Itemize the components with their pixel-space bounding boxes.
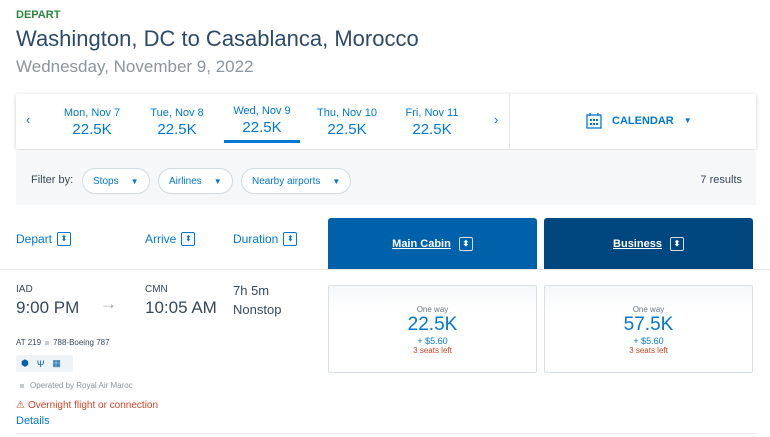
date-option-selected[interactable]: Wed, Nov 9 22.5K <box>222 105 302 143</box>
next-dates-button[interactable]: › <box>494 112 499 127</box>
column-label: Depart <box>16 232 53 246</box>
calendar-button[interactable]: CALENDAR ▼ <box>586 112 692 129</box>
flight-info: AT 219 788-Boeing 787 <box>16 338 110 347</box>
column-label: Main Cabin <box>392 237 451 250</box>
divider <box>16 433 756 434</box>
pill-label: Airlines <box>169 175 202 187</box>
fare-points: 22.5K <box>407 314 458 335</box>
divider <box>509 94 510 149</box>
chevron-down-icon: ▼ <box>130 176 139 186</box>
filter-label: Filter by: <box>31 174 74 186</box>
previous-dates-button[interactable]: ‹ <box>26 112 31 127</box>
sort-icon: ⬍ <box>57 232 72 246</box>
column-label: Business <box>613 237 662 250</box>
main-cabin-header[interactable]: Main Cabin ⬍ <box>328 218 537 269</box>
pill-label: Stops <box>93 175 119 187</box>
operator-info: Operated by Royal Air Maroc <box>20 381 133 390</box>
amenities: ⬢ Ψ ▦ <box>16 355 73 372</box>
usb-icon: Ψ <box>36 358 45 369</box>
sort-icon: ⬍ <box>458 236 473 251</box>
main-cabin-fare[interactable]: One way 22.5K + $5.60 3 seats left <box>328 285 537 373</box>
fare-points: 57.5K <box>623 314 674 335</box>
chevron-down-icon: ▼ <box>683 116 692 125</box>
date-price: 22.5K <box>327 121 367 138</box>
power-icon: ⬢ <box>21 358 29 368</box>
business-header[interactable]: Business ⬍ <box>544 218 753 269</box>
results-count: 7 results <box>700 174 742 186</box>
stops-filter[interactable]: Stops ▼ <box>82 168 150 194</box>
details-link[interactable]: Details <box>16 415 50 427</box>
warning-text: Overnight flight or connection <box>27 400 159 411</box>
seats-left: 3 seats left <box>629 346 668 355</box>
travel-date: Wednesday, November 9, 2022 <box>16 57 254 76</box>
arrive-time: 10:05 AM <box>145 298 217 317</box>
column-label: Duration <box>233 232 279 246</box>
sort-arrive[interactable]: Arrive ⬍ <box>145 232 196 246</box>
date-price: 22.5K <box>72 121 112 138</box>
separator-icon <box>20 383 24 388</box>
page-title: Washington, DC to Casablanca, Morocco <box>16 26 419 51</box>
flight-number: AT 219 <box>16 338 42 347</box>
date-option[interactable]: Mon, Nov 7 22.5K <box>52 107 132 138</box>
origin-code: IAD <box>16 284 33 295</box>
airlines-filter[interactable]: Airlines ▼ <box>158 168 233 194</box>
depart-time: 9:00 PM <box>16 298 80 317</box>
sort-icon: ⬍ <box>181 232 196 246</box>
pill-label: Nearby airports <box>252 175 321 187</box>
depart-label: DEPART <box>16 9 61 21</box>
arrow-right-icon: → <box>100 294 117 313</box>
fare-type: One way <box>416 305 449 314</box>
calendar-label: CALENDAR <box>612 114 674 127</box>
fare-type: One way <box>632 305 665 314</box>
date-price: 22.5K <box>157 121 197 138</box>
sort-depart[interactable]: Depart ⬍ <box>16 232 72 246</box>
date-label: Fri, Nov 11 <box>405 107 459 119</box>
date-option[interactable]: Fri, Nov 11 22.5K <box>392 107 472 138</box>
warning-icon: ⚠ <box>16 400 25 411</box>
business-fare[interactable]: One way 57.5K + $5.60 3 seats left <box>544 285 753 373</box>
sort-duration[interactable]: Duration ⬍ <box>233 232 298 246</box>
date-label: Wed, Nov 9 <box>233 105 291 117</box>
seats-left: 3 seats left <box>413 346 452 355</box>
fare-fee: + $5.60 <box>633 336 664 346</box>
date-option[interactable]: Tue, Nov 8 22.5K <box>137 107 217 138</box>
sort-icon: ⬍ <box>283 232 298 246</box>
divider <box>0 269 770 270</box>
overnight-warning: ⚠ Overnight flight or connection <box>16 400 158 411</box>
date-label: Tue, Nov 8 <box>150 107 204 119</box>
date-option[interactable]: Thu, Nov 10 22.5K <box>307 107 387 138</box>
date-strip: ‹ Mon, Nov 7 22.5K Tue, Nov 8 22.5K Wed, N… <box>16 94 756 149</box>
calendar-icon <box>586 113 602 129</box>
chevron-down-icon: ▼ <box>213 176 222 186</box>
operated-by: Operated by Royal Air Maroc <box>30 381 133 390</box>
nearby-airports-filter[interactable]: Nearby airports ▼ <box>241 168 352 194</box>
chevron-down-icon: ▼ <box>332 176 341 186</box>
filter-bar: Filter by: Stops ▼ Airlines ▼ Nearby airpo… <box>16 150 756 205</box>
column-label: Arrive <box>145 232 177 246</box>
date-label: Mon, Nov 7 <box>63 107 121 119</box>
date-price: 22.5K <box>412 121 452 138</box>
date-price: 22.5K <box>242 119 282 136</box>
date-label: Thu, Nov 10 <box>317 107 377 119</box>
duration: 7h 5m <box>233 283 270 298</box>
sort-icon: ⬍ <box>669 236 684 251</box>
separator-icon <box>45 340 50 345</box>
stops: Nonstop <box>233 302 282 317</box>
aircraft: 788-Boeing 787 <box>53 338 110 347</box>
wifi-entertainment-icon: ▦ <box>52 358 61 368</box>
destination-code: CMN <box>145 284 168 295</box>
fare-fee: + $5.60 <box>417 336 448 346</box>
